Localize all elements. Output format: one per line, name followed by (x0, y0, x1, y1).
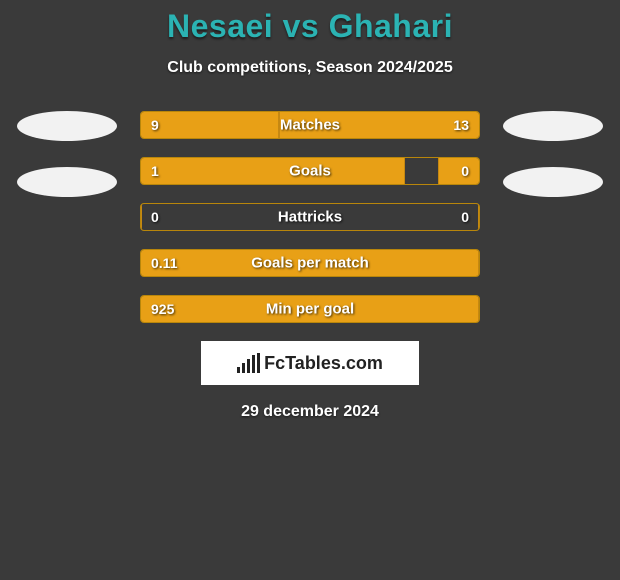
stat-right-value: 0 (461, 209, 469, 225)
snapshot-date: 29 december 2024 (0, 403, 620, 421)
stat-right-fill (438, 158, 479, 184)
stat-row: 1 0 Goals (140, 157, 480, 185)
stat-bars: 9 13 Matches 1 0 Goals 0 0 Hattricks 0.11 Goals pe… (140, 111, 480, 323)
player-badge (503, 167, 603, 197)
stat-left-fill (141, 158, 405, 184)
stat-row: 9 13 Matches (140, 111, 480, 139)
stat-label: Hattricks (278, 209, 342, 226)
stat-label: Goals (289, 163, 331, 180)
stat-row: 925 Min per goal (140, 295, 480, 323)
brand-box[interactable]: FcTables.com (201, 341, 419, 385)
stat-left-fill (141, 112, 279, 138)
stat-right-value: 0 (461, 163, 469, 179)
stat-label: Goals per match (251, 255, 369, 272)
player-badge (17, 111, 117, 141)
stat-right-fill (478, 296, 479, 322)
page-title: Nesaei vs Ghahari (0, 8, 620, 45)
stat-left-value: 9 (151, 117, 159, 133)
chart-icon (237, 353, 260, 373)
stat-right-fill (478, 250, 479, 276)
stat-row: 0.11 Goals per match (140, 249, 480, 277)
left-player-badges (12, 111, 122, 197)
stats-card: Nesaei vs Ghahari Club competitions, Sea… (0, 0, 620, 421)
stat-row: 0 0 Hattricks (140, 203, 480, 231)
stat-left-value: 1 (151, 163, 159, 179)
player-badge (503, 111, 603, 141)
stat-left-value: 925 (151, 301, 174, 317)
stat-label: Matches (280, 117, 340, 134)
brand-text: FcTables.com (264, 353, 383, 374)
player-badge (17, 167, 117, 197)
stats-area: 9 13 Matches 1 0 Goals 0 0 Hattricks 0.11 Goals pe… (0, 111, 620, 323)
stat-label: Min per goal (266, 301, 354, 318)
stat-right-fill (478, 204, 479, 230)
right-player-badges (498, 111, 608, 197)
stat-left-value: 0.11 (151, 255, 177, 271)
stat-left-fill (141, 204, 142, 230)
stat-right-value: 13 (453, 117, 469, 133)
page-subtitle: Club competitions, Season 2024/2025 (0, 59, 620, 77)
stat-left-value: 0 (151, 209, 159, 225)
